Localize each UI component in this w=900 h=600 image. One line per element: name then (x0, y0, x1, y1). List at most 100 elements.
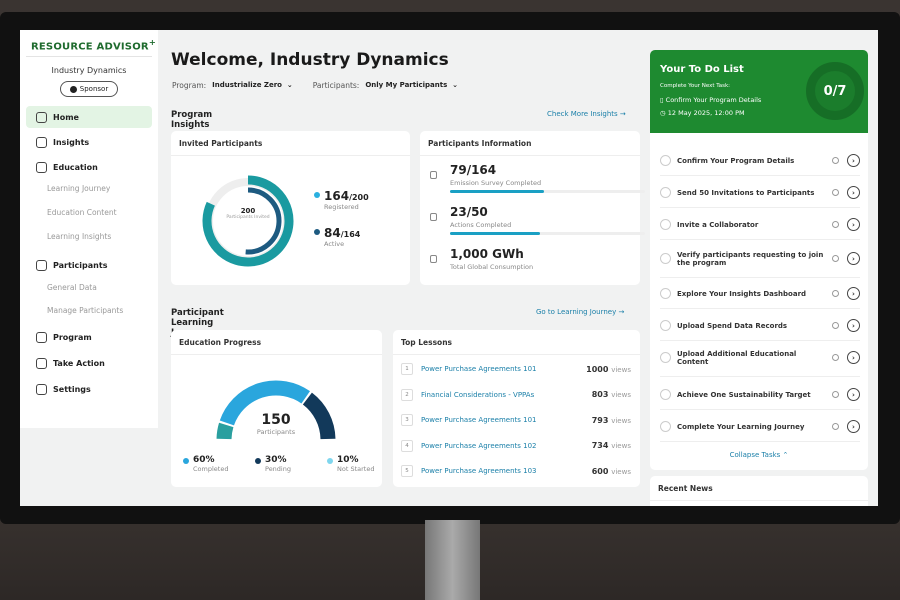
education-progress-card: Education Progress 150 Participants 60% C… (171, 330, 382, 487)
help-icon[interactable] (832, 255, 839, 262)
lesson-link[interactable]: Power Purchase Agreements 102 (421, 441, 537, 450)
todo-header: Your To Do List Complete Your Next Task:… (650, 50, 868, 133)
sidebar-item-program[interactable]: Program (26, 326, 152, 348)
task-checkbox[interactable] (660, 155, 671, 166)
program-select[interactable]: Industrialize Zero ⌄ (212, 81, 293, 89)
task-label: Send 50 Invitations to Participants (677, 188, 815, 197)
lesson-row[interactable]: 1 Power Purchase Agreements 101 1000 views (401, 359, 631, 379)
task-checkbox[interactable] (660, 389, 671, 400)
chevron-right-icon[interactable]: › (847, 287, 860, 300)
task-checkbox[interactable] (660, 320, 671, 331)
todo-list: Confirm Your Program Details › Send 50 Inv… (650, 133, 868, 470)
sidebar-item-participants[interactable]: Participants (26, 254, 152, 276)
sidebar-item-insights[interactable]: Insights (26, 131, 152, 153)
home-icon (36, 111, 47, 123)
chevron-right-icon[interactable]: › (847, 388, 860, 401)
lesson-views: 793 views (591, 415, 631, 425)
lesson-rank: 2 (401, 388, 413, 401)
sidebar-subitem[interactable]: Learning Insights (47, 232, 112, 241)
participants-information-card: Participants Information 79/164 Emission … (420, 131, 645, 285)
todo-task[interactable]: Achieve One Sustainability Target › (660, 380, 860, 410)
help-icon[interactable] (832, 354, 839, 361)
education-gauge (216, 380, 336, 440)
task-checkbox[interactable] (660, 253, 671, 264)
chevron-right-icon[interactable]: › (847, 420, 860, 433)
task-checkbox[interactable] (660, 421, 671, 432)
help-icon[interactable] (832, 391, 839, 398)
todo-task[interactable]: Verify participants requesting to join t… (660, 240, 860, 278)
sidebar-item-label: Education (53, 162, 98, 172)
todo-task[interactable]: Complete Your Learning Journey › (660, 412, 860, 442)
house-icon (430, 213, 437, 221)
lesson-link[interactable]: Power Purchase Agreements 101 (421, 416, 537, 424)
chevron-right-icon[interactable]: › (847, 218, 860, 231)
lesson-views: 1000 views (586, 364, 631, 374)
page-title: Welcome, Industry Dynamics (171, 50, 449, 70)
sidebar-item-label: Participants (53, 260, 108, 270)
participants-select[interactable]: Only My Participants ⌄ (365, 81, 459, 89)
todo-task[interactable]: Confirm Your Program Details › (660, 146, 860, 176)
help-icon[interactable] (832, 423, 839, 430)
org-name: Industry Dynamics (51, 66, 127, 75)
task-label: Upload Spend Data Records (677, 321, 788, 330)
task-checkbox[interactable] (660, 187, 671, 198)
collapse-tasks-button[interactable]: Collapse Tasks ⌃ (729, 451, 789, 459)
go-to-learning-journey-link[interactable]: Go to Learning Journey → (536, 308, 625, 316)
todo-task[interactable]: Upload Additional Educational Content › (660, 339, 860, 377)
lesson-link[interactable]: Financial Considerations - VPPAs (421, 390, 535, 399)
chevron-right-icon[interactable]: › (847, 252, 860, 265)
sidebar-item-label: Settings (53, 384, 91, 394)
lesson-row[interactable]: 4 Power Purchase Agreements 102 734 views (401, 436, 631, 456)
info-label: Emission Survey Completed (450, 179, 542, 187)
gauge-legend-item: 10% Not Started (327, 455, 374, 473)
task-label: Upload Additional Educational Content (677, 349, 797, 366)
lesson-link[interactable]: Power Purchase Agreements 103 (421, 467, 537, 475)
task-checkbox[interactable] (660, 352, 671, 363)
task-checkbox[interactable] (660, 219, 671, 230)
sidebar-item-label: Insights (53, 137, 90, 147)
chevron-right-icon[interactable]: › (847, 154, 860, 167)
sidebar-subitem[interactable]: General Data (47, 283, 97, 292)
sidebar-item-take-action[interactable]: Take Action (26, 352, 152, 374)
sidebar-subitem[interactable]: Manage Participants (47, 306, 124, 315)
logo[interactable]: RESOURCE ADVISOR+ (31, 37, 156, 53)
card-title: Top Lessons (393, 330, 640, 355)
sidebar-item-education[interactable]: Education (26, 156, 152, 178)
lesson-row[interactable]: 5 Power Purchase Agreements 103 600 views (401, 461, 631, 481)
lesson-row[interactable]: 2 Financial Considerations - VPPAs 803 vie… (401, 385, 631, 405)
lesson-row[interactable]: 3 Power Purchase Agreements 101 793 views (401, 410, 631, 430)
book-icon (36, 161, 47, 173)
help-icon[interactable] (832, 322, 839, 329)
sidebar-subitem[interactable]: Learning Journey (47, 184, 111, 193)
sidebar-item-home[interactable]: Home (26, 106, 152, 128)
todo-task[interactable]: Upload Spend Data Records › (660, 311, 860, 341)
task-checkbox[interactable] (660, 288, 671, 299)
monitor-stand (425, 520, 480, 600)
todo-task[interactable]: Send 50 Invitations to Participants › (660, 178, 860, 208)
chevron-right-icon[interactable]: › (847, 186, 860, 199)
filters: Program: Industrialize Zero ⌄ Participan… (172, 81, 458, 90)
participants-label: Participants: (312, 81, 360, 90)
help-icon[interactable] (832, 221, 839, 228)
task-label: Invite a Collaborator (677, 220, 759, 229)
lesson-views: 734 views (591, 441, 631, 450)
chevron-right-icon[interactable]: › (847, 351, 860, 364)
chevron-right-icon[interactable]: › (847, 319, 860, 332)
todo-task[interactable]: Invite a Collaborator › (660, 210, 860, 240)
help-icon[interactable] (832, 290, 839, 297)
next-task-label: Complete Your Next Task: (660, 83, 731, 89)
task-label: Explore Your Insights Dashboard (677, 289, 807, 298)
lesson-link[interactable]: Power Purchase Agreements 101 (421, 365, 537, 373)
todo-task[interactable]: Explore Your Insights Dashboard › (660, 279, 860, 309)
info-value: 23/50 (450, 205, 488, 219)
help-icon[interactable] (832, 189, 839, 196)
check-more-insights-link[interactable]: Check More Insights → (547, 110, 626, 118)
gauge-segment-not-started (216, 422, 234, 440)
sidebar-item-settings[interactable]: Settings (26, 378, 152, 400)
card-title: Education Progress (171, 330, 382, 355)
help-icon[interactable] (832, 157, 839, 164)
lesson-views: 600 views (591, 466, 631, 476)
next-task[interactable]: ▯ Confirm Your Program Details (660, 96, 762, 104)
sidebar-subitem[interactable]: Education Content (47, 208, 117, 217)
todo-progress-ring: 0/7 (806, 62, 864, 120)
